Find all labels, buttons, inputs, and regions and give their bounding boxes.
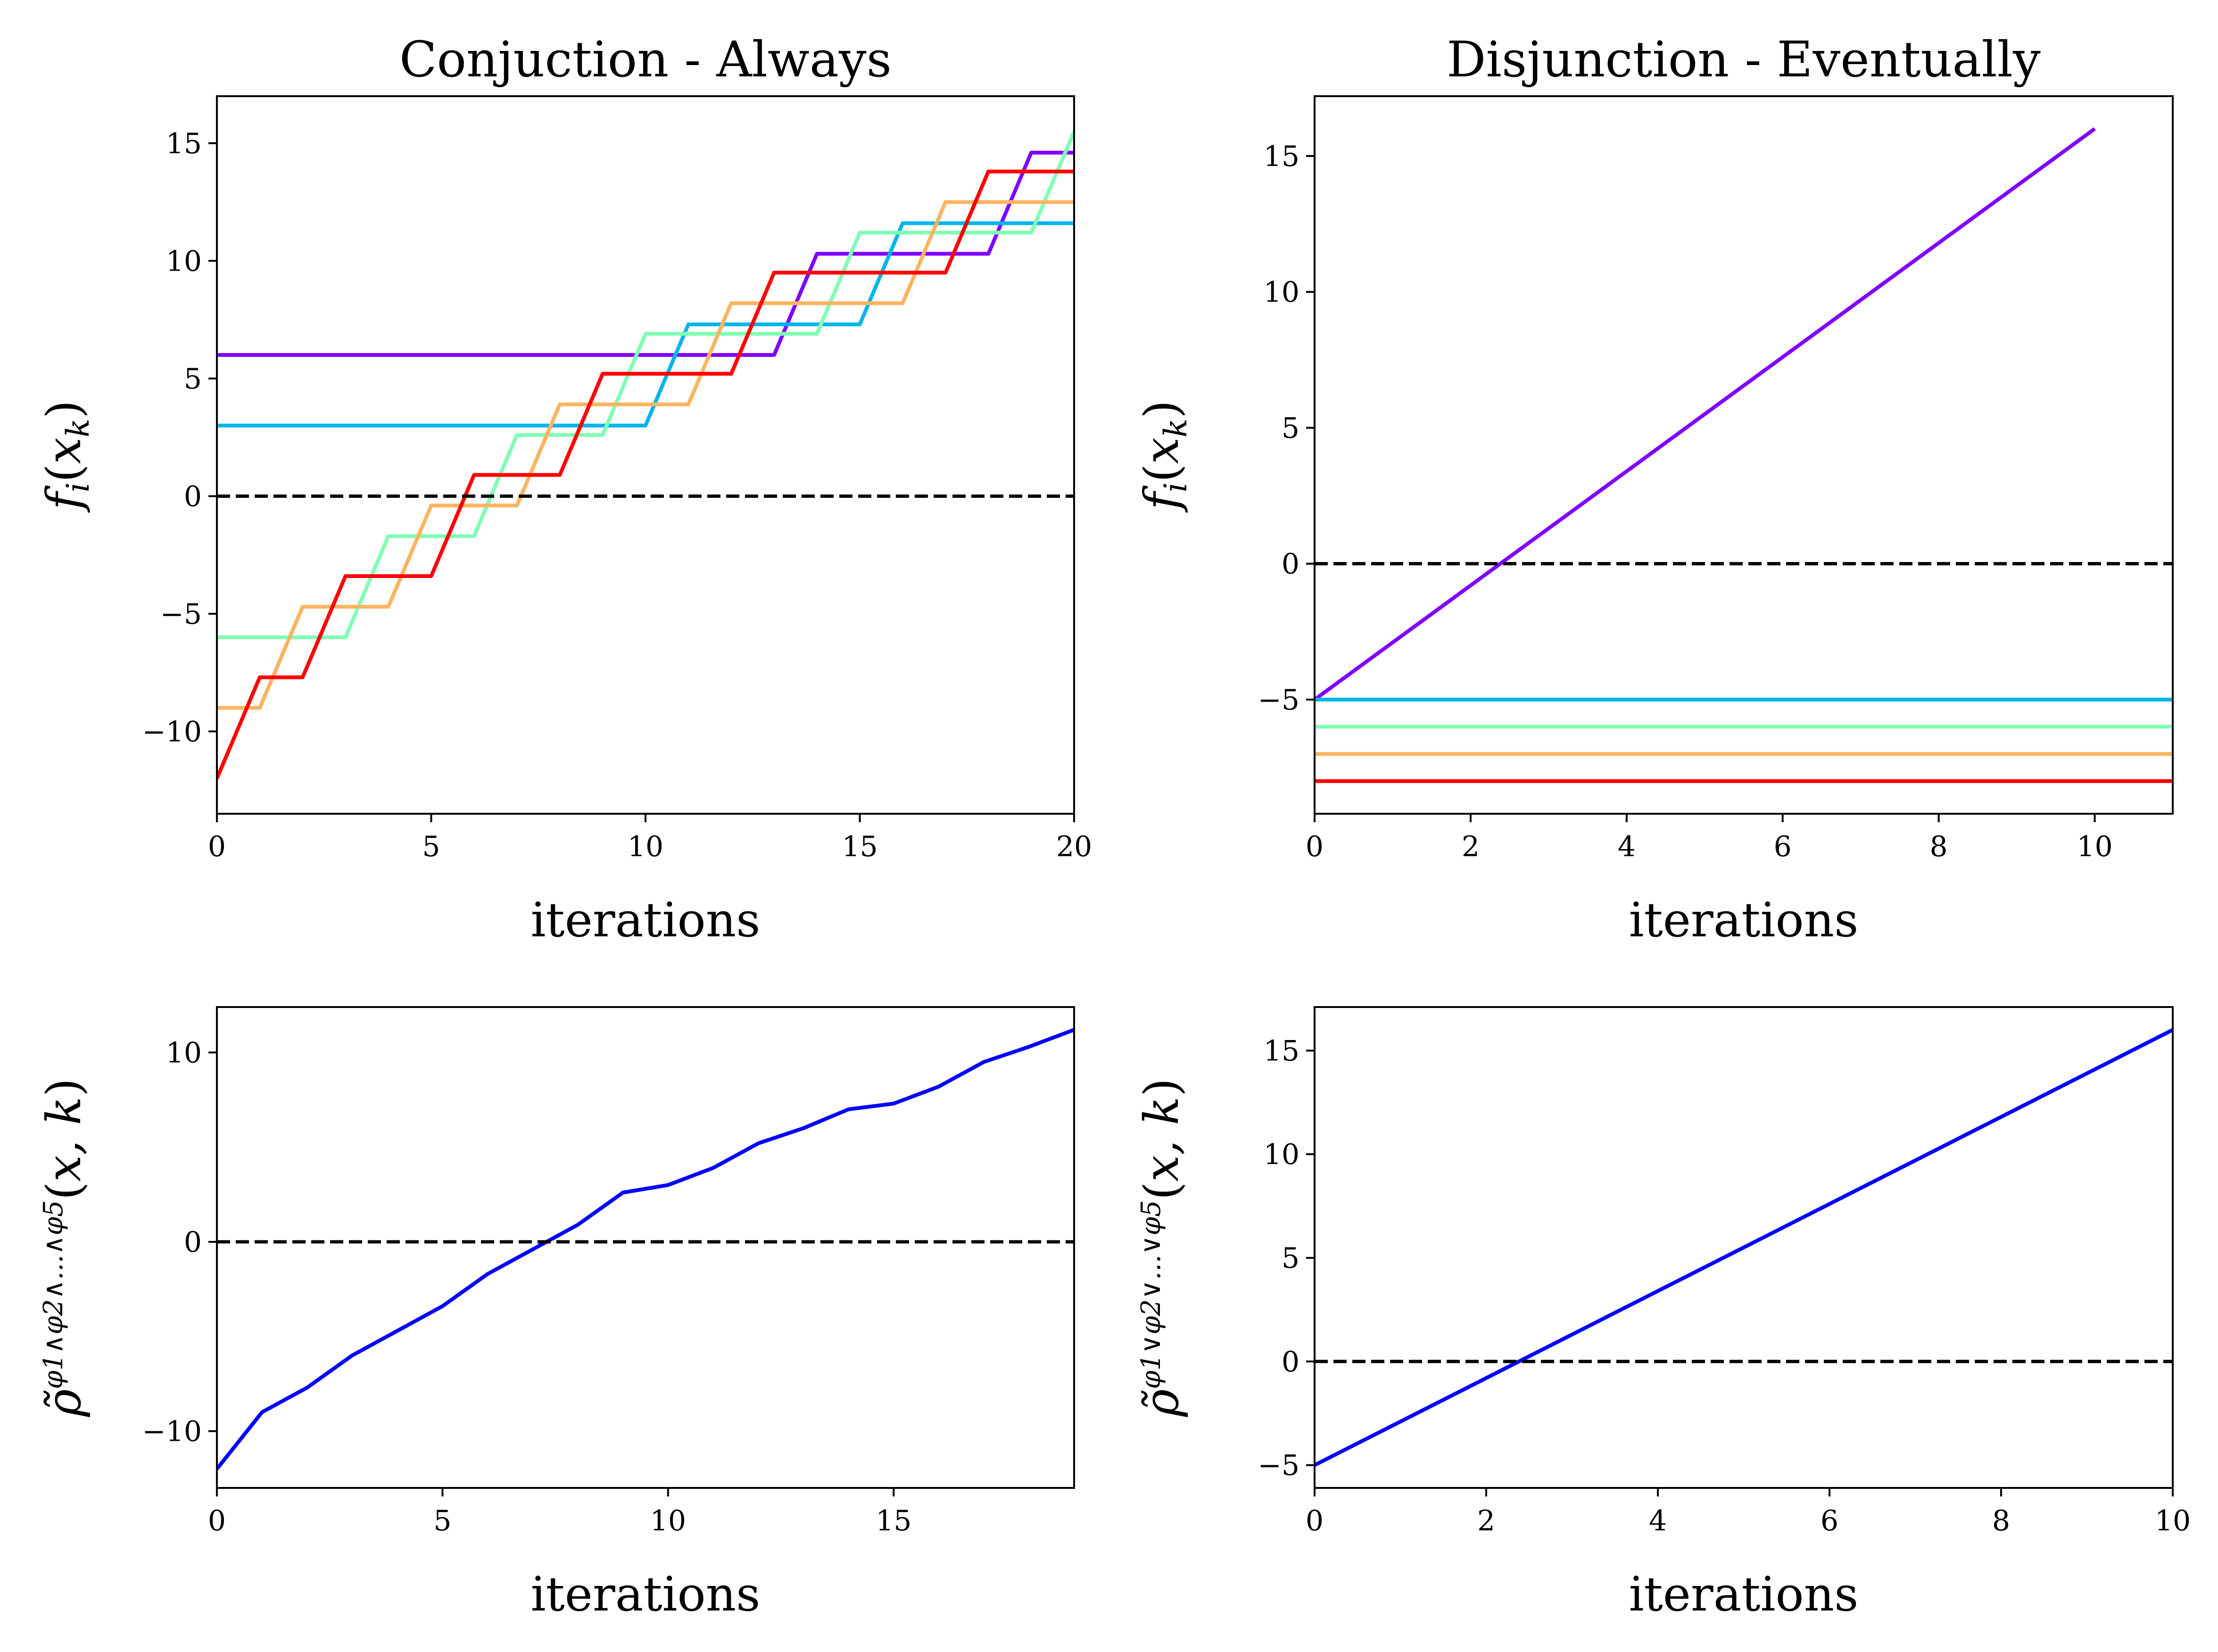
x-axis-label: iterations	[1629, 1567, 1859, 1622]
x-tick-label: 8	[1992, 1504, 2010, 1537]
y-axis-label: ρ̃φ1∨φ2∨...∨φ5(x, k)	[1134, 1078, 1189, 1417]
x-tick-label: 0	[208, 1504, 226, 1537]
y-tick-label: 15	[1264, 140, 1299, 173]
x-tick-label: 6	[1821, 1504, 1838, 1537]
x-tick-label: 8	[1930, 830, 1948, 863]
x-tick-label: 15	[876, 1504, 911, 1537]
x-tick-label: 6	[1774, 830, 1792, 863]
y-tick-label: 5	[1282, 1242, 1299, 1275]
y-axis-label: ρ̃φ1∧φ2∧...∧φ5(x, k)	[36, 1078, 91, 1417]
x-tick-label: 2	[1477, 1504, 1495, 1537]
x-tick-label: 0	[1306, 1504, 1324, 1537]
series-line-1	[217, 150, 1074, 357]
y-tick-label: 15	[166, 127, 202, 160]
y-tick-label: 10	[1264, 1138, 1299, 1171]
x-tick-label: 10	[2077, 830, 2112, 863]
plot-area	[217, 131, 1074, 779]
y-tick-label: 10	[1264, 276, 1299, 309]
x-tick-label: 20	[1056, 830, 1092, 863]
x-tick-label: 2	[1462, 830, 1480, 863]
chart-conj-bottom: 0 5 10 15 −10 0 10 iterations ρ̃φ1∧φ2∧...∧φ5(x, …	[36, 1006, 1075, 1622]
series-line-5	[217, 169, 1074, 779]
y-tick-label: 0	[1282, 548, 1299, 581]
x-tick-label: 10	[650, 1504, 686, 1537]
series-line-4	[217, 200, 1074, 710]
axes-frame	[1314, 1006, 2174, 1489]
y-tick-label: −5	[160, 598, 202, 631]
y-tick-label: 10	[166, 245, 202, 278]
chart-title: Conjuction - Always	[399, 31, 892, 88]
x-tick-label: 4	[1649, 1504, 1667, 1537]
y-axis-label: fi(xk)	[1134, 400, 1194, 513]
plot-area	[217, 1028, 1074, 1470]
y-tick-label: −10	[142, 1415, 202, 1448]
axes-frame	[216, 1006, 1075, 1489]
y-tick-label: 0	[1282, 1346, 1299, 1379]
series-line-3	[217, 131, 1074, 639]
y-tick-label: 0	[184, 480, 202, 513]
x-axis-label: iterations	[531, 1567, 761, 1622]
series-line-1	[1315, 1028, 2173, 1467]
x-tick-label: 5	[433, 1504, 451, 1537]
x-tick-label: 15	[842, 830, 877, 863]
plot-area	[1315, 127, 2173, 783]
x-tick-label: 0	[208, 830, 226, 863]
y-tick-label: −10	[142, 715, 202, 748]
x-axis-label: iterations	[1629, 892, 1859, 948]
y-tick-label: −5	[1258, 684, 1299, 717]
chart-disj-top: 0 2 4 6 8 10 −5 0 5 10 15 iterations Disjunction - E…	[1134, 31, 2174, 948]
y-tick-label: 10	[166, 1036, 202, 1069]
chart-disj-bottom: 0 2 4 6 8 10−5051015iterationsρ̃φ1∨φ2∨...∨φ5(…	[1134, 1006, 2191, 1622]
chart-title: Disjunction - Eventually	[1447, 31, 2041, 88]
series-line-2	[217, 221, 1074, 428]
y-tick-label: 5	[184, 363, 202, 396]
x-tick-label: 5	[422, 830, 440, 863]
series-line-1	[217, 1028, 1074, 1470]
x-tick-label: 0	[1306, 830, 1324, 863]
y-tick-label: −5	[1258, 1449, 1299, 1482]
axes-frame	[1314, 95, 2174, 815]
series-line-1	[1315, 127, 2096, 702]
plot-area	[1315, 1028, 2173, 1467]
x-tick-label: 10	[628, 830, 663, 863]
y-tick-label: 0	[184, 1226, 202, 1259]
y-tick-label: 15	[1264, 1034, 1299, 1067]
y-axis-label: fi(xk)	[36, 400, 96, 513]
x-axis-label: iterations	[531, 892, 761, 948]
x-tick-label: 10	[2155, 1504, 2191, 1537]
x-tick-label: 4	[1618, 830, 1636, 863]
chart-conj-top: 0 5 10 15 20 −10 −5 0 5 10 15 iterations Conjuction …	[36, 31, 1092, 948]
y-tick-label: 5	[1282, 412, 1299, 445]
